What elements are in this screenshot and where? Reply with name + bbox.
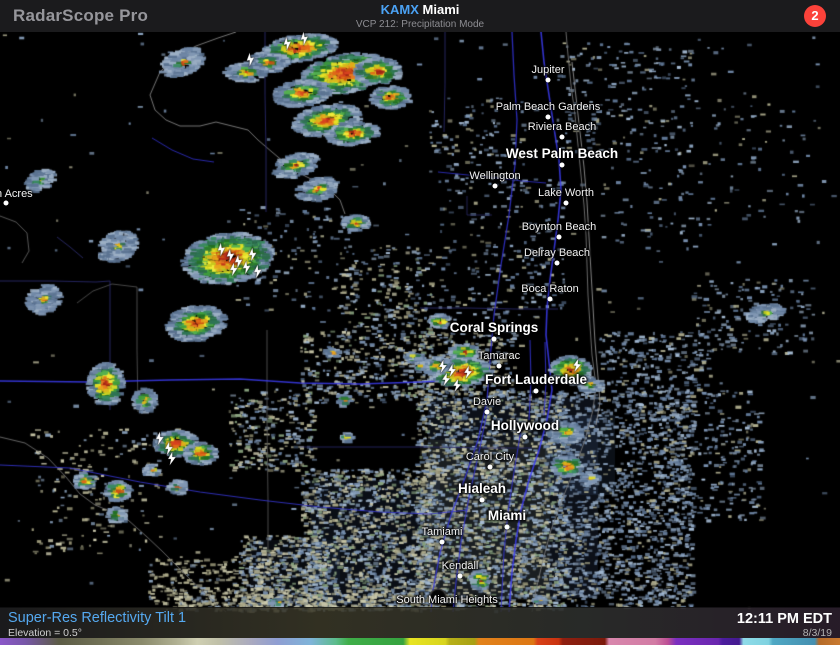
city-dot: [522, 434, 528, 440]
elevation-label: Elevation = 0.5°: [8, 627, 82, 639]
city-dot: [559, 134, 565, 140]
radar-title: KAMX Miami: [0, 2, 840, 18]
lightning-icon: [155, 430, 166, 450]
city-dot: [3, 200, 9, 206]
city-label: Hollywood: [490, 418, 560, 433]
app-logo[interactable]: RadarScope Pro: [13, 6, 149, 25]
lightning-icon: [281, 35, 295, 57]
city-dot: [547, 296, 553, 302]
city-dot: [496, 363, 502, 369]
product-bar: Super-Res Reflectivity Tilt 1 Elevation …: [0, 607, 840, 639]
lightning-icon: [247, 246, 259, 267]
lightning-icon: [463, 364, 474, 384]
lightning-icon: [438, 358, 448, 379]
city-dot: [484, 409, 490, 415]
city-label: Palm Beach Gardens: [495, 101, 601, 113]
radar-city: Miami: [422, 2, 460, 17]
lightning-icon: [167, 450, 177, 470]
vcp-mode-label: VCP 212: Precipitation Mode: [355, 18, 485, 30]
city-label: Jupiter: [531, 64, 565, 76]
city-label: Carol City: [465, 451, 515, 463]
city-dot: [487, 464, 493, 470]
city-label: Davie: [472, 396, 502, 408]
reflectivity-color-scale: [0, 638, 840, 645]
city-label: Riviera Beach: [527, 121, 597, 133]
city-label: Miami: [487, 508, 527, 523]
city-label: West Palm Beach: [505, 146, 619, 161]
product-title[interactable]: Super-Res Reflectivity Tilt 1: [8, 610, 187, 626]
city-label: Boynton Beach: [521, 221, 597, 233]
city-label: Coral Springs: [449, 320, 539, 335]
lightning-icon: [298, 32, 312, 51]
city-dot: [492, 183, 498, 189]
frame-date: 8/3/19: [802, 627, 832, 639]
city-label: Boca Raton: [521, 283, 579, 295]
city-dot: [545, 114, 551, 120]
city-label: South Miami Heights: [396, 594, 498, 606]
radar-echo-canvas[interactable]: [0, 32, 840, 645]
lightning-icon: [233, 253, 246, 274]
city-dot: [491, 336, 497, 342]
city-label: Tamiami: [421, 526, 463, 538]
lightning-icon: [228, 261, 239, 282]
lightning-icon: [241, 259, 253, 280]
city-dot: [559, 162, 565, 168]
lightning-icon: [164, 440, 175, 460]
city-dot: [457, 573, 463, 579]
city-dot: [504, 524, 510, 530]
lightning-icon: [215, 241, 228, 262]
city-label: Kendall: [441, 560, 479, 572]
notification-badge[interactable]: 2: [804, 5, 826, 27]
city-label: h Acres: [0, 188, 33, 200]
radar-title-block[interactable]: KAMX Miami VCP 212: Precipitation Mode: [0, 2, 840, 30]
lightning-icon: [225, 247, 238, 268]
status-bar: RadarScope Pro KAMX Miami VCP 212: Preci…: [0, 0, 840, 32]
city-dot: [545, 77, 551, 83]
city-dot: [479, 497, 485, 503]
city-label: Lake Worth: [537, 187, 595, 199]
lightning-icon: [571, 357, 583, 378]
lightning-icon: [244, 51, 257, 73]
city-dot: [439, 539, 445, 545]
city-dot: [556, 234, 562, 240]
lightning-icon: [451, 377, 462, 398]
city-dot: [563, 200, 569, 206]
city-label: Fort Lauderdale: [484, 372, 588, 387]
city-label: Tamarac: [477, 350, 521, 362]
city-label: Delray Beach: [523, 247, 591, 259]
lightning-icon: [447, 362, 457, 382]
radar-map[interactable]: h Acres Jupiter Palm Beach Gardens Riviera …: [0, 32, 840, 645]
radar-id: KAMX: [380, 2, 419, 17]
city-label: Hialeah: [457, 481, 507, 496]
frame-time: 12:11 PM EDT: [736, 611, 832, 627]
lightning-icon: [441, 371, 452, 391]
city-dot: [554, 260, 560, 266]
lightning-icon: [252, 263, 264, 284]
city-label: Wellington: [469, 170, 521, 182]
city-dot: [533, 388, 539, 394]
